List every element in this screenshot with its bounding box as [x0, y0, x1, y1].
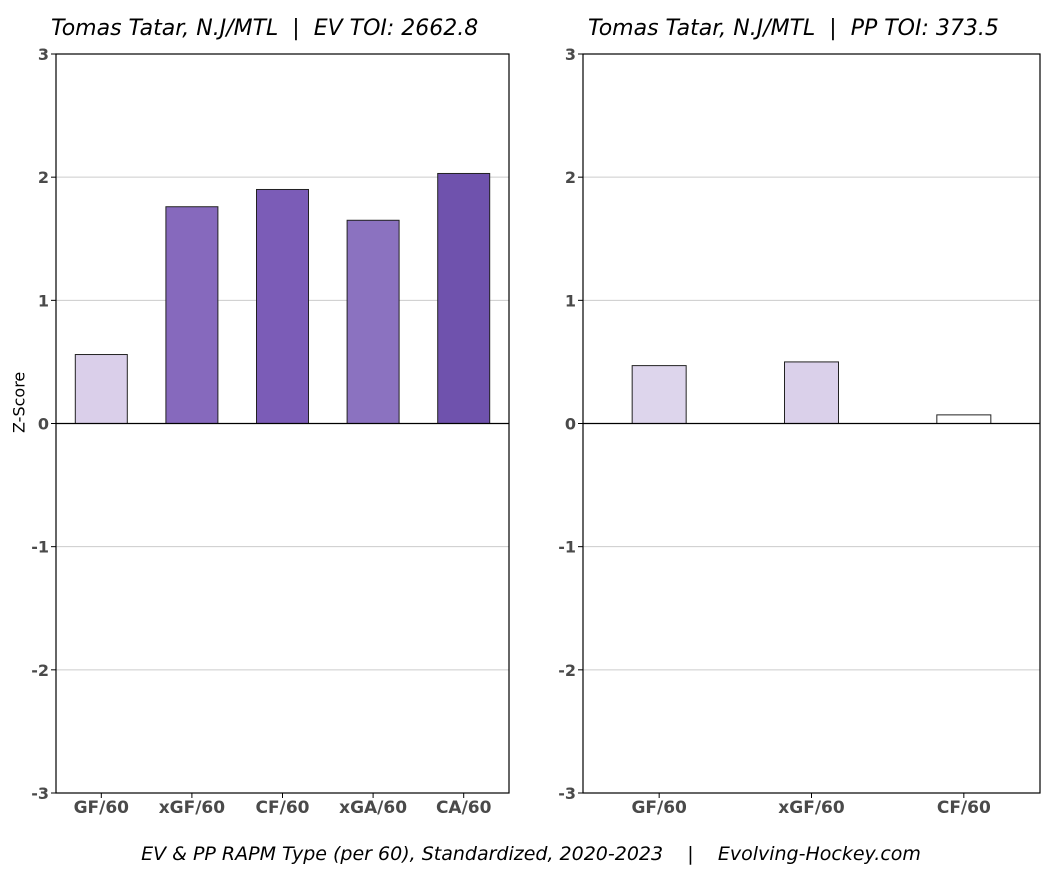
- ev-x-tick-label: xGA/60: [339, 798, 407, 818]
- ev-y-tick-label: -1: [31, 538, 49, 557]
- ev-y-tick-label: 2: [38, 168, 49, 187]
- pp-y-tick-label: -3: [558, 784, 576, 803]
- ev-y-tick-label: 3: [38, 45, 49, 64]
- ev-bar-cf-per-60: [256, 188, 309, 424]
- pp-y-tick-label: 2: [565, 168, 576, 187]
- ev-y-tick-label: -3: [31, 784, 49, 803]
- pp-y-tick-label: 0: [565, 415, 576, 434]
- ev-bar-xga-per-60: [346, 219, 400, 424]
- pp-y-tick-label: 3: [565, 45, 576, 64]
- ev-x-tick-label: CF/60: [256, 798, 310, 818]
- pp-x-tick-label: xGF/60: [778, 798, 845, 818]
- pp-y-tick-label: -1: [558, 538, 576, 557]
- left-chart-title: Tomas Tatar, N.J/MTL | EV TOI: 2662.8: [51, 16, 479, 41]
- ev-x-tick-label: GF/60: [74, 798, 130, 818]
- pp-bar-cf-per-60: [936, 414, 992, 424]
- pp-bar-gf-per-60: [631, 365, 687, 424]
- chart-caption: EV & PP RAPM Type (per 60), Standardized…: [141, 843, 921, 865]
- ev-bar-ca-per-60: [437, 172, 491, 424]
- ev-bar-xgf-per-60: [165, 206, 219, 424]
- ev-x-tick-label: CA/60: [436, 798, 492, 818]
- pp-bar-xgf-per-60: [784, 361, 839, 424]
- pp-y-tick-label: 1: [565, 291, 576, 310]
- ev-x-tick-label: xGF/60: [159, 798, 226, 818]
- pp-x-tick-label: GF/60: [631, 798, 687, 818]
- ev-y-tick-label: 1: [38, 291, 49, 310]
- ev-y-tick-label: -2: [31, 661, 49, 680]
- ev-y-tick-label: 0: [38, 415, 49, 434]
- right-chart-title: Tomas Tatar, N.J/MTL | PP TOI: 373.5: [588, 16, 999, 41]
- pp-y-tick-label: -2: [558, 661, 576, 680]
- ev-bar-gf-per-60: [74, 354, 128, 425]
- pp-x-tick-label: CF/60: [937, 798, 991, 818]
